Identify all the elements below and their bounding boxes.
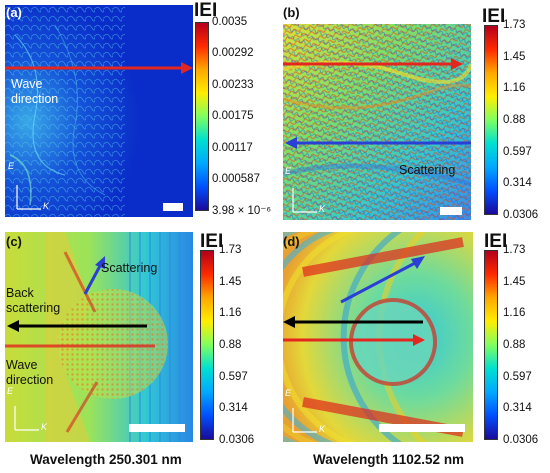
field-map-a-image [5,5,193,217]
axis-e-label-d: E [285,388,292,398]
field-map-b: Scattering E K [283,24,471,220]
scale-bar-b [440,207,462,215]
field-map-c-image [5,232,193,442]
field-map-a: Wave direction E K [5,5,193,217]
colorbar-tick-b-0: 1.73 [503,19,526,31]
colorbar-tick-a-1: 0.00292 [212,47,254,59]
colorbar-tick-c-2: 1.16 [219,307,242,319]
axis-k-label-a: K [43,201,50,211]
colorbar-tick-a-6: 3.98 × 10⁻⁶ [212,205,272,217]
scale-bar-a [163,203,183,211]
colorbar-tick-c-1: 1.45 [219,276,242,288]
colorbar-title-c: IEI [200,231,224,252]
colorbar-tick-d-0: 1.73 [503,244,526,256]
field-map-d-image [283,232,473,442]
field-map-c: Scattering Back scattering Wave directio… [5,232,193,442]
colorbar-tick-d-1: 1.45 [503,276,526,288]
colorbar-tick-c-0: 1.73 [219,244,242,256]
axis-k-label-b: K [319,204,326,214]
colorbar-tick-c-3: 0.88 [219,339,242,351]
colorbar-tick-b-1: 1.45 [503,51,526,63]
colorbar-tick-b-5: 0.314 [503,177,532,189]
panel-label-d: (d) [283,234,300,249]
field-map-b-image [283,24,471,220]
colorbar-c [200,250,214,440]
axis-e-label-a: E [8,161,15,171]
colorbar-tick-d-2: 1.16 [503,307,526,319]
colorbar-tick-b-4: 0.597 [503,146,532,158]
colorbar-tick-a-5: 0.000587 [212,173,260,185]
colorbar-tick-c-6: 0.0306 [219,434,255,446]
scattering-label-c: Scattering [101,261,158,275]
panel-label-b: (b) [283,5,300,20]
panel-label-c: (c) [6,234,22,249]
caption-right: Wavelength 1102.52 nm [313,452,465,467]
colorbar-title-a: IEI [194,0,218,21]
scale-bar-d [379,424,465,432]
scattering-label-b: Scattering [399,163,456,177]
wave-direction-label-c: Wave direction [6,358,54,387]
colorbar-tick-d-6: 0.0306 [503,434,539,446]
colorbar-tick-b-2: 1.16 [503,82,526,94]
colorbar-tick-a-0: 0.0035 [212,16,248,28]
scattering-arrow-d [340,260,418,304]
panel-label-a: (a) [6,5,22,20]
colorbar-title-b: IEI [482,6,506,27]
colorbar-tick-c-4: 0.597 [219,371,248,383]
axis-e-label-c: E [7,386,14,396]
back-scattering-label-c: Back scattering [6,286,61,315]
axis-k-label-d: K [319,424,326,434]
axis-k-label-c: K [41,422,48,432]
colorbar-tick-a-4: 0.00117 [212,142,253,154]
colorbar-tick-d-4: 0.597 [503,371,532,383]
colorbar-b [484,25,498,215]
scattering-arrow-c [83,263,103,295]
colorbar-title-d: IEI [484,231,508,252]
colorbar-tick-b-3: 0.88 [503,114,526,126]
colorbar-tick-b-6: 0.0306 [503,209,539,221]
colorbar-tick-d-5: 0.314 [503,402,532,414]
caption-left: Wavelength 250.301 nm [30,452,182,467]
colorbar-d [484,250,498,440]
colorbar-tick-a-2: 0.00233 [212,79,254,91]
wave-direction-label-a: Wave direction [11,77,59,106]
colorbar-a [195,22,209,211]
scale-bar-c [129,424,185,432]
colorbar-tick-d-3: 0.88 [503,339,526,351]
field-map-d: E K [283,232,473,442]
axis-e-label-b: E [285,166,292,176]
colorbar-tick-c-5: 0.314 [219,402,248,414]
colorbar-tick-a-3: 0.00175 [212,110,254,122]
